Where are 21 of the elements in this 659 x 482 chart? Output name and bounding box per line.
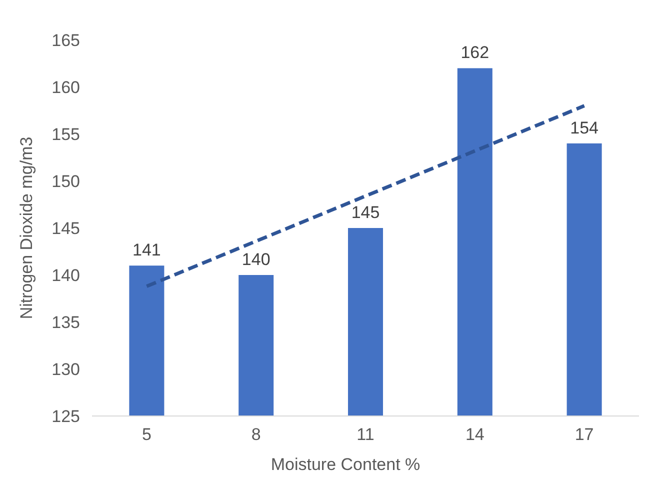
y-tick-label: 165 xyxy=(52,30,80,50)
y-tick-label: 125 xyxy=(52,406,80,426)
data-label: 141 xyxy=(132,240,161,260)
y-tick-label: 130 xyxy=(52,360,80,379)
x-tick-label: 5 xyxy=(142,425,152,444)
data-label: 145 xyxy=(351,203,380,222)
x-axis-title: Moisture Content % xyxy=(270,455,420,474)
x-tick-label: 14 xyxy=(465,425,484,444)
y-tick-label: 135 xyxy=(52,312,80,332)
y-tick-label: 150 xyxy=(52,172,80,191)
y-tick-label: 155 xyxy=(52,124,80,144)
y-tick-label: 140 xyxy=(52,266,80,285)
x-tick-label: 11 xyxy=(356,425,374,444)
x-tick-label: 17 xyxy=(574,425,594,444)
y-tick-label: 160 xyxy=(52,78,80,97)
x-tick-label: 8 xyxy=(251,425,261,444)
data-label: 140 xyxy=(242,250,270,269)
y-tick-label: 145 xyxy=(52,218,80,238)
y-axis-title: Nitrogen Dioxide mg/m3 xyxy=(17,136,36,320)
data-label: 154 xyxy=(570,118,598,138)
data-label: 162 xyxy=(460,43,490,62)
